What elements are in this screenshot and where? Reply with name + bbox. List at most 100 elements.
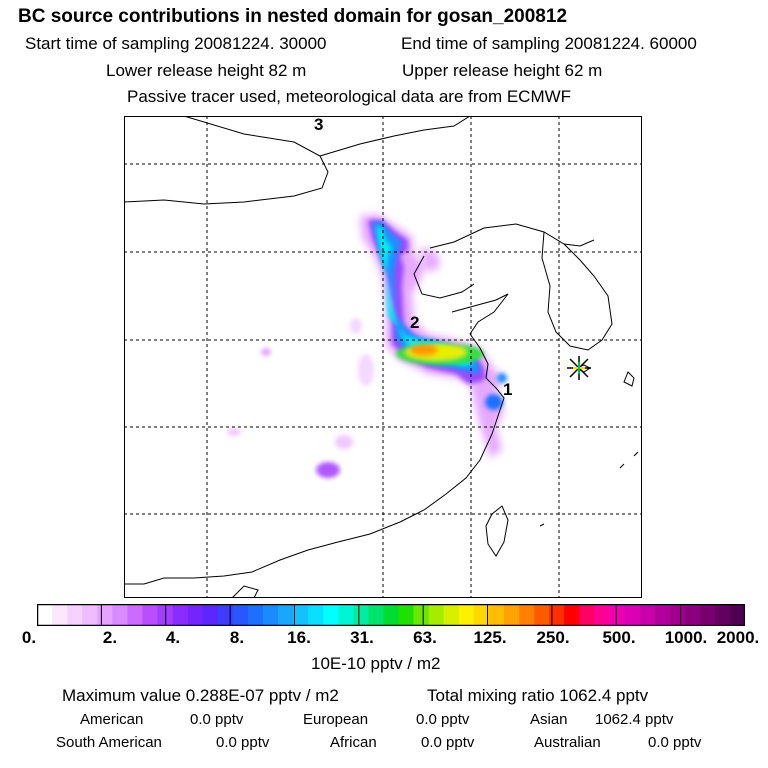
ryukyu-1 xyxy=(633,451,639,457)
border-korea xyxy=(429,223,595,249)
trajectory-label-1: 1 xyxy=(503,380,512,399)
colorbar-frame xyxy=(37,604,745,626)
australian-label: Australian xyxy=(534,734,601,751)
colorbar-cell xyxy=(142,604,158,626)
korea-west-coast xyxy=(541,231,613,351)
colorbar-cell xyxy=(262,604,279,626)
trajectory-label-3: 3 xyxy=(314,116,323,134)
african-value: 0.0 pptv xyxy=(421,734,475,751)
asian-label: Asian xyxy=(530,711,568,728)
colorbar-cell xyxy=(549,604,565,626)
patch-central xyxy=(358,354,374,386)
colorbar-cell xyxy=(127,604,143,626)
colorbar-cell xyxy=(202,604,219,626)
colorbar-cell xyxy=(398,604,414,626)
upper-height-text: Upper release height 62 m xyxy=(402,61,603,80)
border-manchuria xyxy=(319,116,471,157)
colorbar-cell xyxy=(729,604,745,626)
plume-blue xyxy=(372,222,480,374)
colorbar-cell xyxy=(639,604,655,626)
colorbar-tick-2: 4. xyxy=(165,628,181,647)
colorbar-cell xyxy=(684,604,701,626)
colorbar-tick-11: 2000. xyxy=(716,628,760,647)
colorbar-cell xyxy=(232,604,249,626)
colorbar-cell xyxy=(579,604,595,626)
coast-south-china xyxy=(124,521,401,585)
colorbar-cell xyxy=(293,604,309,626)
african-label: African xyxy=(330,734,377,751)
colorbar-cell xyxy=(564,604,580,626)
max-value-text: Maximum value 0.288E-07 pptv / m2 xyxy=(62,686,339,705)
colorbar xyxy=(37,604,745,626)
south-american-label: South American xyxy=(56,734,162,751)
colorbar-tick-4: 16. xyxy=(287,628,311,647)
colorbar-unit-label: 10E-10 pptv / m2 xyxy=(311,654,441,673)
australian-value: 0.0 pptv xyxy=(648,734,702,751)
coast-east-china xyxy=(399,333,505,523)
european-value: 0.0 pptv xyxy=(416,711,470,728)
lower-height-text: Lower release height 82 m xyxy=(106,61,307,80)
colorbar-cell xyxy=(699,604,716,626)
colorbar-cell xyxy=(353,604,369,626)
colorbar-cell xyxy=(97,604,113,626)
patch-west-1 xyxy=(261,348,271,356)
colorbar-cell xyxy=(594,604,610,626)
colorbar-tick-10: 1000. xyxy=(664,628,708,647)
ryukyu-3 xyxy=(539,523,545,527)
patch-southwest-2 xyxy=(335,435,353,449)
colorbar-cell xyxy=(368,604,384,626)
colorbar-cell xyxy=(37,604,53,626)
start-time-text: Start time of sampling 20081224. 30000 xyxy=(25,34,327,53)
colorbar-cell xyxy=(473,604,490,626)
source-map: 1 2 3 xyxy=(124,116,642,598)
colorbar-tick-3: 8. xyxy=(229,628,245,647)
plume-orange xyxy=(410,344,438,356)
total-mixing-text: Total mixing ratio 1062.4 pptv xyxy=(427,686,649,705)
border-north xyxy=(124,116,329,205)
colorbar-cell xyxy=(172,604,188,626)
plume-cyan xyxy=(376,226,474,366)
colorbar-cell xyxy=(413,604,429,626)
colorbar-cell xyxy=(82,604,98,626)
plume-purple xyxy=(368,220,486,384)
american-value: 0.0 pptv xyxy=(190,711,244,728)
colorbar-cell xyxy=(534,604,550,626)
patch-west-2 xyxy=(227,428,241,436)
end-time-text: End time of sampling 20081224. 60000 xyxy=(401,34,697,53)
colorbar-cell xyxy=(458,604,475,626)
colorbar-cell xyxy=(654,604,670,626)
colorbar-cell xyxy=(669,604,686,626)
coast-bohai xyxy=(413,255,475,299)
japan-kyushu xyxy=(623,371,635,387)
asian-value: 1062.4 pptv xyxy=(595,711,674,728)
colorbar-cell xyxy=(157,604,173,626)
colorbar-cell xyxy=(714,604,731,626)
map-frame xyxy=(124,116,642,598)
colorbar-cell xyxy=(428,604,445,626)
trajectory-label-2: 2 xyxy=(410,313,419,332)
colorbar-tick-8: 250. xyxy=(536,628,570,647)
colorbar-cell xyxy=(609,604,625,626)
european-label: European xyxy=(303,711,369,728)
colorbar-cell xyxy=(519,604,535,626)
patch-north-west xyxy=(350,318,362,334)
colorbar-cell xyxy=(52,604,68,626)
colorbar-cell xyxy=(323,604,339,626)
colorbar-cell xyxy=(488,604,505,626)
south-american-value: 0.0 pptv xyxy=(216,734,270,751)
colorbar-cell xyxy=(443,604,460,626)
patch-southwest xyxy=(316,462,340,478)
colorbar-tick-7: 125. xyxy=(473,628,507,647)
colorbar-tick-5: 31. xyxy=(350,628,374,647)
colorbar-cell xyxy=(217,604,234,626)
colorbar-cell xyxy=(308,604,324,626)
coast-shandong xyxy=(451,293,509,335)
colorbar-tick-0: 0. xyxy=(21,628,37,647)
colorbar-cell xyxy=(503,604,520,626)
colorbar-cell xyxy=(187,604,203,626)
colorbar-cell xyxy=(67,604,83,626)
taiwan-island xyxy=(485,505,509,557)
colorbar-cell xyxy=(247,604,264,626)
colorbar-tick-6: 63. xyxy=(413,628,437,647)
hainan-island xyxy=(231,585,259,598)
